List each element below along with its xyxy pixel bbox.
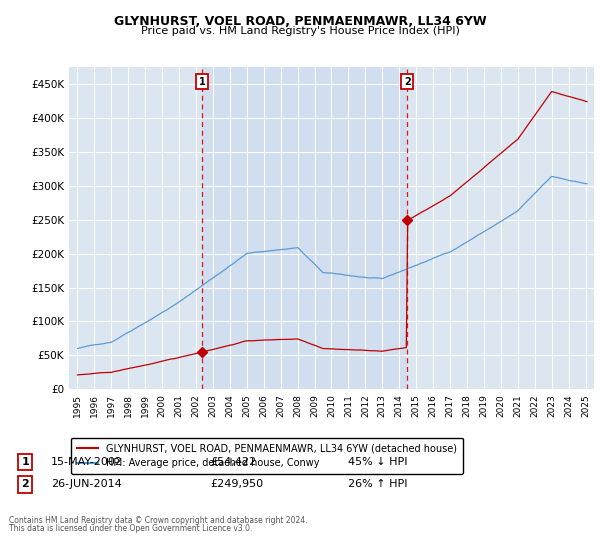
Bar [202, 67, 407, 389]
Text: 15-MAY-2002: 15-MAY-2002 [51, 457, 123, 467]
Text: £54,422: £54,422 [210, 457, 256, 467]
Text: Price paid vs. HM Land Registry's House Price Index (HPI): Price paid vs. HM Land Registry's House … [140, 26, 460, 36]
Text: This data is licensed under the Open Government Licence v3.0.: This data is licensed under the Open Gov… [9, 524, 253, 533]
Text: 26% ↑ HPI: 26% ↑ HPI [348, 479, 407, 489]
Text: 1: 1 [22, 457, 29, 467]
Text: 1: 1 [199, 77, 206, 87]
Text: 45% ↓ HPI: 45% ↓ HPI [348, 457, 407, 467]
Legend: GLYNHURST, VOEL ROAD, PENMAENMAWR, LL34 6YW (detached house), HPI: Average price: GLYNHURST, VOEL ROAD, PENMAENMAWR, LL34 … [71, 437, 463, 474]
Text: £249,950: £249,950 [210, 479, 263, 489]
Text: GLYNHURST, VOEL ROAD, PENMAENMAWR, LL34 6YW: GLYNHURST, VOEL ROAD, PENMAENMAWR, LL34 … [113, 15, 487, 28]
Text: 26-JUN-2014: 26-JUN-2014 [51, 479, 122, 489]
Text: 2: 2 [404, 77, 411, 87]
Text: 2: 2 [22, 479, 29, 489]
Text: Contains HM Land Registry data © Crown copyright and database right 2024.: Contains HM Land Registry data © Crown c… [9, 516, 308, 525]
